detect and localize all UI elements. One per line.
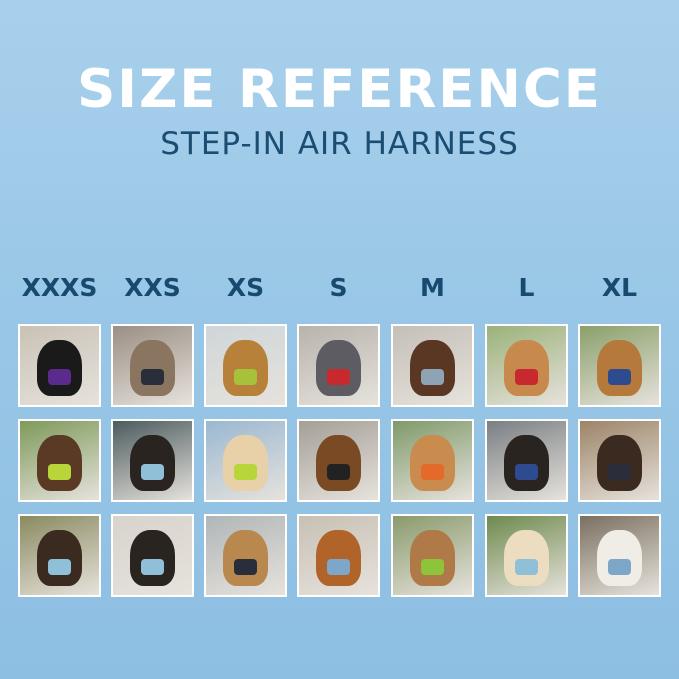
pet-figure [37, 530, 82, 586]
size-label-xxs: XXS [124, 273, 181, 302]
harness [326, 559, 351, 576]
pet-photo-l [485, 514, 568, 597]
pet-photo-s [297, 514, 380, 597]
pet-photo-l [485, 324, 568, 407]
harness [233, 464, 258, 481]
pet-photo-xs [204, 419, 287, 502]
harness [47, 464, 72, 481]
harness [420, 464, 445, 481]
pet-figure [410, 530, 455, 586]
pet-photo-xxs [111, 324, 194, 407]
size-label-xxxs: XXXS [21, 273, 98, 302]
pet-figure [37, 340, 82, 396]
harness [233, 559, 258, 576]
pet-photo-xs [204, 514, 287, 597]
pet-photo-s [297, 419, 380, 502]
harness [514, 559, 539, 576]
pet-photo-m [391, 324, 474, 407]
size-label-xl: XL [601, 273, 638, 302]
pet-figure [316, 435, 361, 491]
pet-figure [597, 530, 642, 586]
size-label-s: S [329, 273, 348, 302]
harness [47, 369, 72, 386]
pet-figure [223, 340, 268, 396]
pet-photo-xxxs [18, 514, 101, 597]
harness [607, 559, 632, 576]
page-title: SIZE REFERENCE [77, 59, 602, 120]
pet-figure [410, 340, 455, 396]
pet-photo-l [485, 419, 568, 502]
harness [140, 559, 165, 576]
pet-figure [504, 340, 549, 396]
harness [233, 369, 258, 386]
harness [607, 369, 632, 386]
harness [514, 464, 539, 481]
pet-figure [597, 340, 642, 396]
pet-photo-m [391, 514, 474, 597]
pet-figure [597, 435, 642, 491]
pet-figure [223, 435, 268, 491]
harness [420, 559, 445, 576]
pet-photo-xxxs [18, 324, 101, 407]
harness [326, 369, 351, 386]
size-label-xs: XS [226, 273, 265, 302]
pet-figure [130, 435, 175, 491]
harness [420, 369, 445, 386]
pet-photo-xxxs [18, 419, 101, 502]
pet-figure [37, 435, 82, 491]
pet-figure [316, 530, 361, 586]
pet-figure [410, 435, 455, 491]
pet-photo-xl [578, 514, 661, 597]
pet-photo-xl [578, 324, 661, 407]
harness [607, 464, 632, 481]
size-label-l: L [518, 273, 535, 302]
page-subtitle: STEP-IN AIR HARNESS [160, 126, 519, 162]
pet-figure [130, 340, 175, 396]
pet-figure [504, 435, 549, 491]
pet-photo-xxs [111, 419, 194, 502]
harness [514, 369, 539, 386]
harness [47, 559, 72, 576]
harness [140, 369, 165, 386]
size-label-m: M [420, 273, 445, 302]
pet-photo-s [297, 324, 380, 407]
pet-photo-xs [204, 324, 287, 407]
harness [326, 464, 351, 481]
pet-photo-xl [578, 419, 661, 502]
pet-photo-xxs [111, 514, 194, 597]
pet-figure [504, 530, 549, 586]
pet-figure [130, 530, 175, 586]
pet-figure [223, 530, 268, 586]
harness [140, 464, 165, 481]
pet-figure [316, 340, 361, 396]
pet-photo-m [391, 419, 474, 502]
